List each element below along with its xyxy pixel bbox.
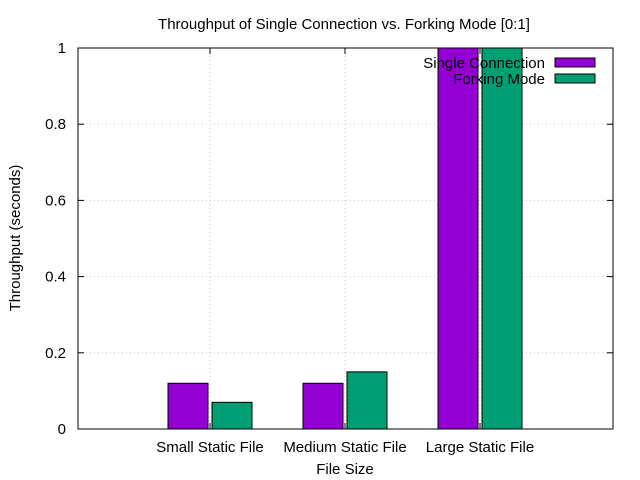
bar [167, 382, 209, 430]
bar [437, 47, 479, 430]
grid-lines [78, 48, 613, 429]
bar [481, 47, 523, 430]
legend-swatch [554, 57, 596, 68]
x-tick-label: Large Static File [426, 439, 534, 456]
x-axis-label: File Size [316, 461, 374, 478]
y-tick-label: 0.8 [45, 116, 66, 133]
axis-ticks: 0 0.2 0.4 0.6 0.8 1 Small Static File Medium St… [45, 40, 613, 456]
bars [167, 47, 523, 430]
y-tick-label: 0.6 [45, 192, 66, 209]
bar [346, 371, 388, 430]
bar [302, 382, 344, 430]
y-axis-label: Throughput (seconds) [7, 165, 24, 312]
plot-frame [77, 47, 614, 430]
legend-swatch [554, 73, 596, 84]
chart-title: Throughput of Single Connection vs. Fork… [158, 16, 530, 33]
legend-label: Forking Mode [453, 71, 545, 88]
legend-label: Single Connection [423, 55, 545, 72]
y-tick-label: 1 [58, 40, 66, 57]
bar [211, 401, 253, 430]
y-tick-label: 0 [58, 421, 66, 438]
x-tick-label: Medium Static File [283, 439, 406, 456]
x-tick-label: Small Static File [156, 439, 264, 456]
y-tick-label: 0.2 [45, 345, 66, 362]
y-tick-label: 0.4 [45, 269, 66, 286]
